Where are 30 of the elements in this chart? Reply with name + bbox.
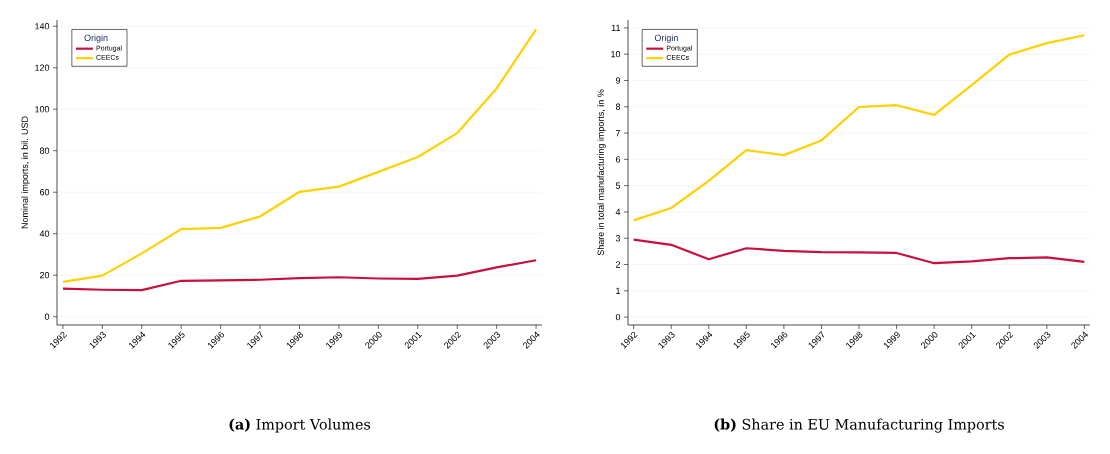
- line-series: [61, 259, 538, 292]
- y-tick-label: 0: [615, 313, 621, 321]
- y-tick-label: 80: [39, 147, 50, 154]
- y-tick-label: 100: [35, 106, 50, 113]
- y-tick-label: 0: [44, 313, 50, 320]
- y-tick-label: 4: [615, 208, 621, 216]
- y-tick-label: 8: [615, 103, 621, 110]
- y-tick-label: 60: [39, 189, 50, 196]
- y-tick-label: 5: [615, 182, 621, 189]
- legend-title: Origin: [84, 34, 108, 43]
- line-series: [61, 28, 538, 283]
- legend-title: Origin: [654, 34, 678, 43]
- line-series: [632, 34, 1086, 222]
- text: (b) Share in EU Manufacturing Imports: [714, 418, 1004, 433]
- y-tick-label: 1: [616, 287, 621, 294]
- y-tick-label: 2: [615, 261, 621, 268]
- y-tick-label: 20: [39, 272, 50, 279]
- y-tick-label: 11: [611, 24, 621, 31]
- y-tick-label: 7: [615, 129, 621, 137]
- y-tick-label: 140: [35, 23, 50, 30]
- y-tick-label: 10: [611, 51, 621, 58]
- y-tick-label: 6: [615, 156, 621, 163]
- y-tick-label: 3: [615, 235, 621, 242]
- y-axis-title: Nominal imports, in bil. USD: [21, 116, 30, 229]
- line-series: [632, 238, 1086, 265]
- y-axis-title: Share in total manufacturing imports, in %: [597, 89, 606, 256]
- y-tick-label: 120: [35, 64, 50, 71]
- y-tick-label: 40: [39, 230, 50, 237]
- y-tick-label: 9: [615, 77, 621, 84]
- text: (a) Import Volumes: [229, 418, 371, 433]
